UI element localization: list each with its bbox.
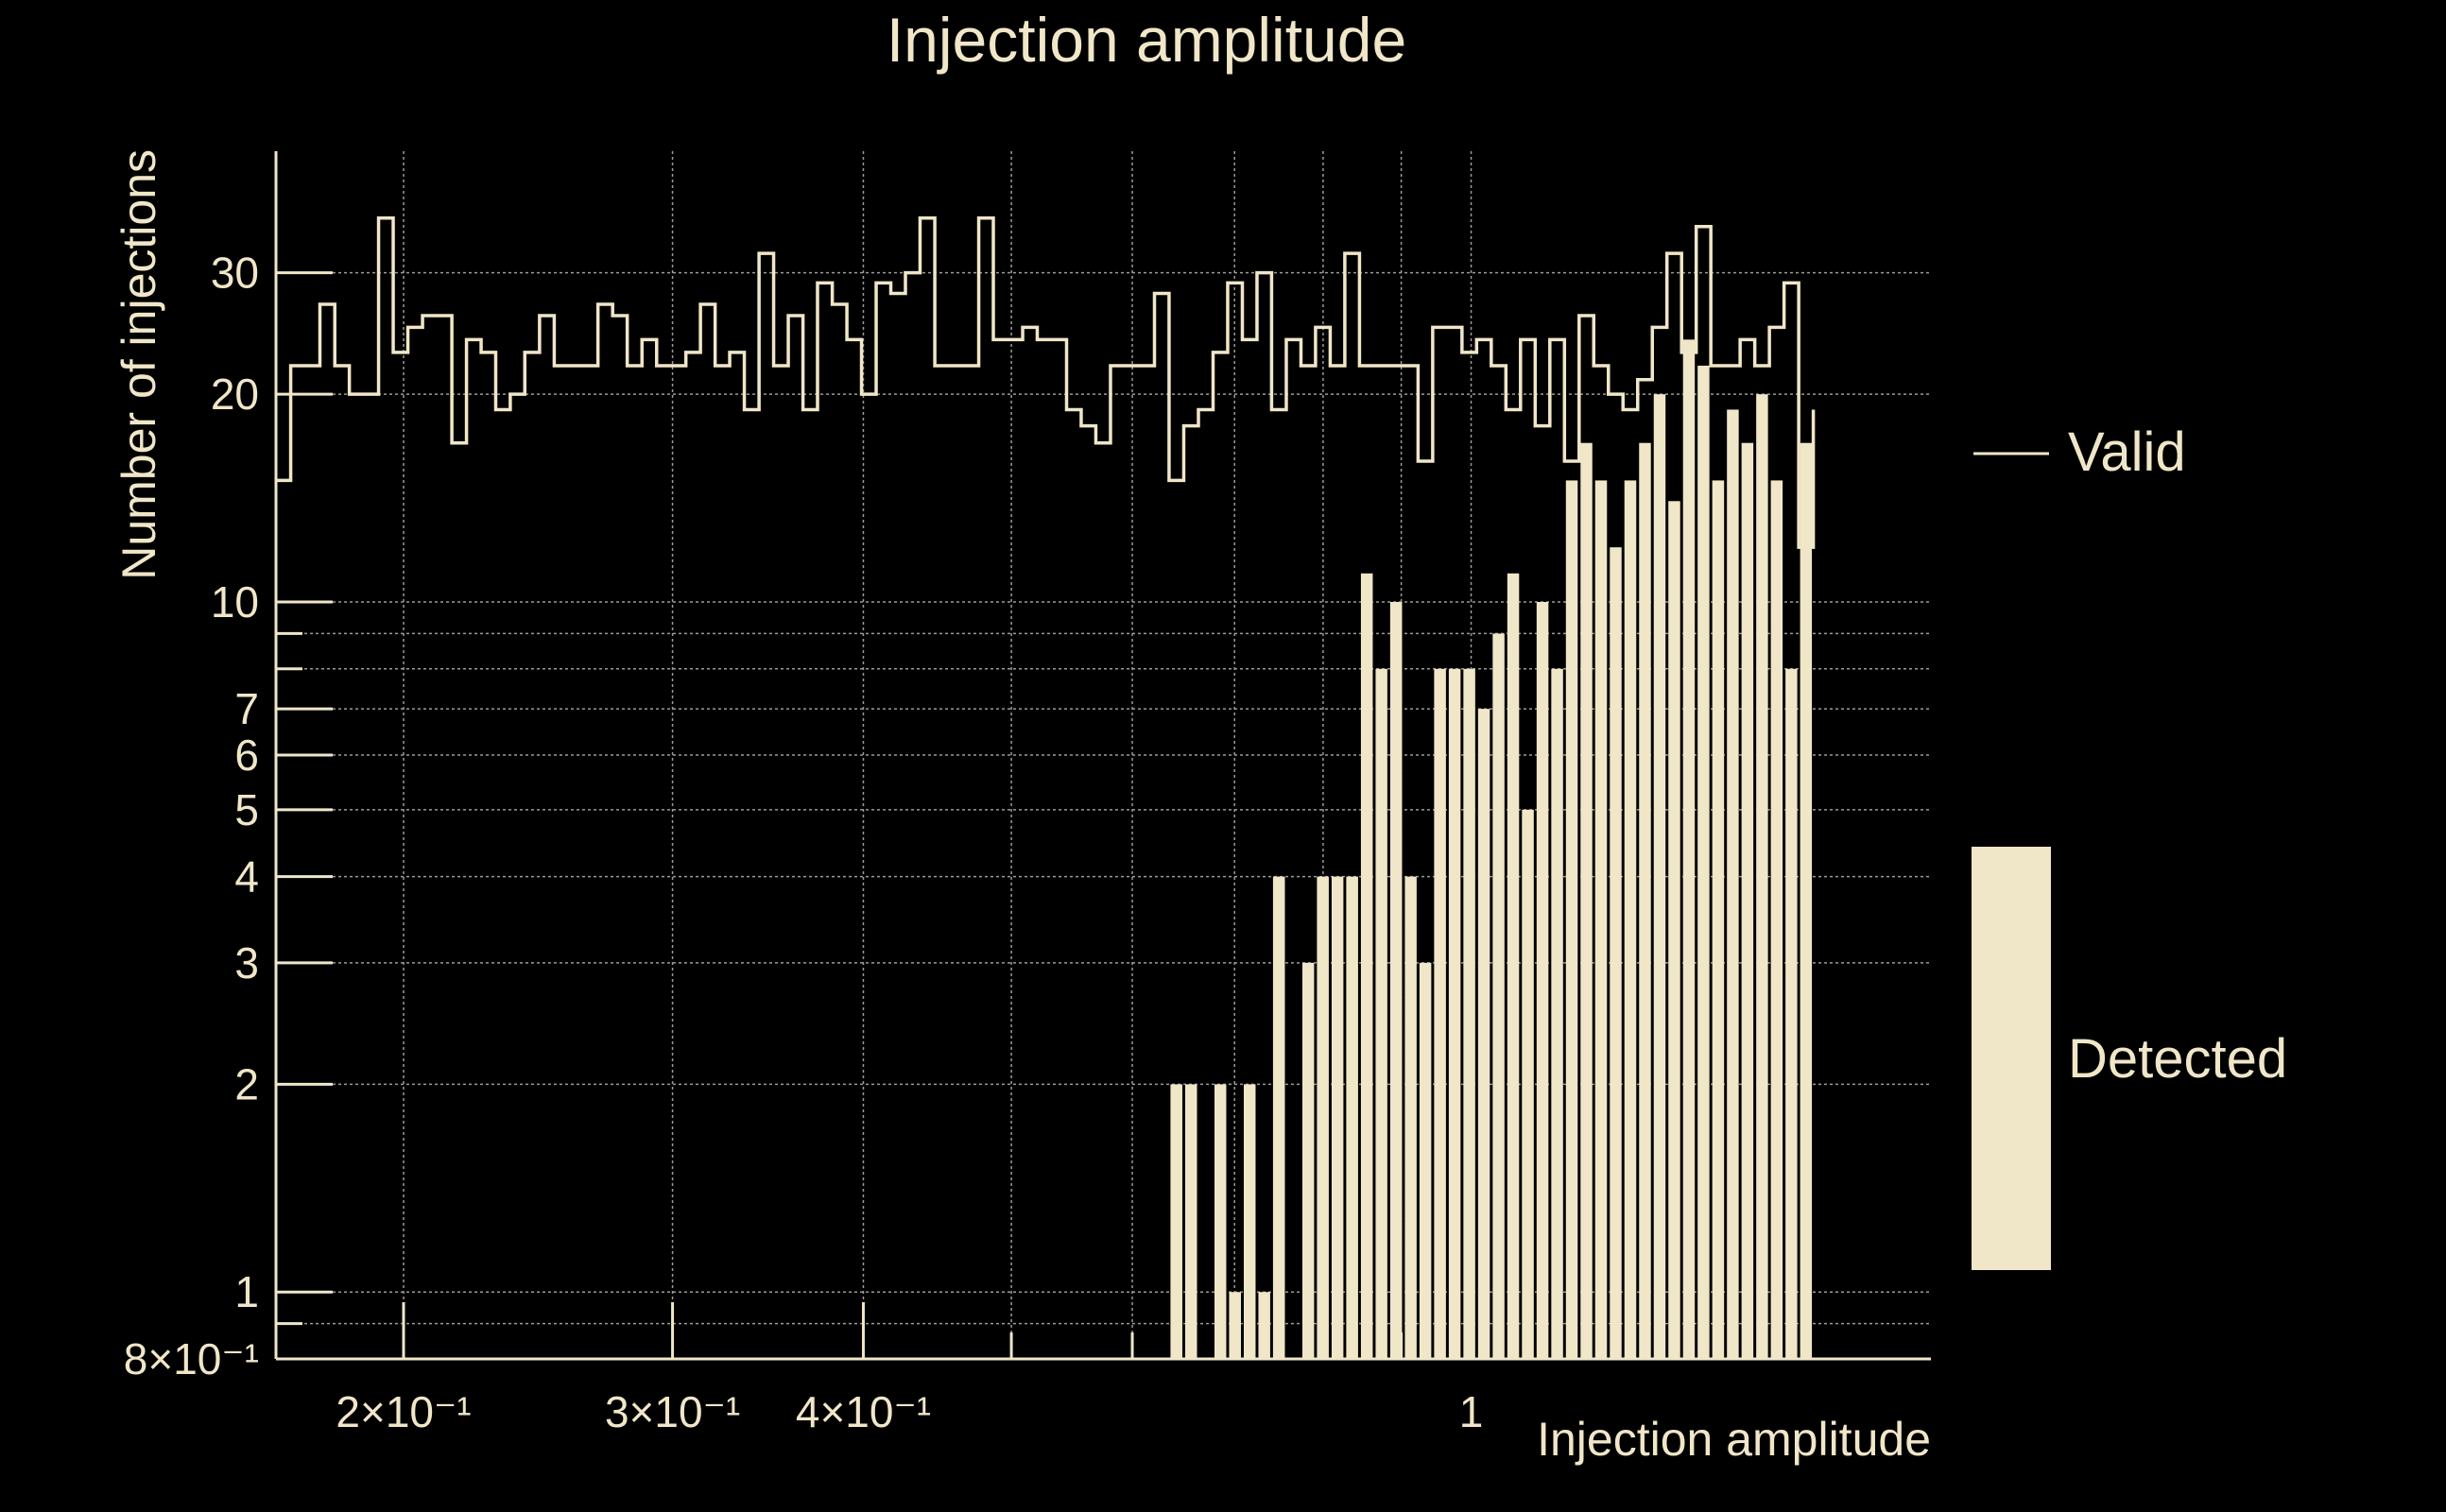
detected-bar <box>1434 668 1446 1359</box>
detected-bar <box>1653 394 1666 1359</box>
detected-bar <box>1507 573 1520 1359</box>
y-tick-label: 3 <box>234 938 259 988</box>
detected-bar <box>1448 668 1461 1359</box>
y-tick-label: 10 <box>211 577 259 627</box>
detected-bar <box>1668 501 1680 1359</box>
detected-bar <box>1770 480 1783 1360</box>
detected-bar <box>1301 962 1315 1359</box>
detected-bar <box>1697 365 1710 1360</box>
detected-bar <box>1522 809 1534 1359</box>
tick-labels: 8×10⁻¹ 1 2 3 4 5 67 10 20 30 2×10⁻¹ 3×10⁻¹ 4×10⁻¹ 1 <box>124 249 1484 1436</box>
detected-bar <box>1404 876 1417 1359</box>
detected-bar <box>1756 394 1768 1359</box>
detected-bar <box>1346 876 1358 1359</box>
legend: Valid Detected <box>1972 421 2287 1270</box>
detected-bar <box>1214 1084 1227 1359</box>
detected-bar <box>1331 876 1344 1359</box>
y-tick-label: 7 <box>234 684 259 733</box>
y-tick-label: 30 <box>211 249 259 298</box>
detected-bar <box>1375 668 1387 1359</box>
detected-bar <box>1551 668 1563 1359</box>
detected-bar <box>1580 442 1593 1360</box>
detected-bar <box>1565 480 1578 1360</box>
legend-valid-label: Valid <box>2068 421 2186 483</box>
detected-bar <box>1317 876 1329 1359</box>
detected-bar <box>1800 442 1813 1360</box>
y-tick-label: 5 <box>234 785 259 834</box>
detected-bar <box>1610 547 1622 1359</box>
x-axis-label: Injection amplitude <box>1537 1413 1931 1466</box>
detected-bar <box>1170 1084 1182 1359</box>
detected-bar <box>1419 962 1432 1359</box>
detected-bar <box>1184 1084 1197 1359</box>
legend-detected-swatch <box>1972 847 2051 1270</box>
detected-bar <box>1360 573 1373 1359</box>
detected-bar <box>1741 442 1754 1360</box>
y-tick-label: 4 <box>234 852 259 902</box>
detected-bar <box>1272 876 1285 1359</box>
valid-series <box>276 216 1816 549</box>
detected-bar <box>1229 1292 1241 1359</box>
y-tick-label: 2 <box>234 1059 259 1108</box>
detected-bar <box>1682 339 1696 1359</box>
detected-bar <box>1492 633 1505 1359</box>
detected-bar <box>1258 1292 1270 1359</box>
detected-bar <box>1389 601 1403 1359</box>
detected-bar <box>1477 709 1490 1359</box>
detected-bar <box>1243 1084 1256 1359</box>
detected-bar <box>1785 668 1798 1359</box>
x-tick-label: 3×10⁻¹ <box>605 1387 740 1436</box>
axes <box>274 151 1931 1361</box>
x-tick-label: 2×10⁻¹ <box>336 1387 471 1436</box>
x-tick-label: 4×10⁻¹ <box>796 1387 931 1436</box>
detected-bar <box>1463 668 1475 1359</box>
detected-bar <box>1712 480 1725 1360</box>
detected-bar <box>1624 480 1637 1360</box>
detected-bar <box>1639 442 1651 1360</box>
detected-bar <box>1727 409 1739 1359</box>
detected-bar <box>1594 480 1608 1360</box>
y-axis-label: Number of injections <box>112 149 165 580</box>
legend-detected-label: Detected <box>2068 1028 2287 1090</box>
chart-title: Injection amplitude <box>887 5 1406 75</box>
valid-step-line <box>276 216 1816 549</box>
detected-series <box>1170 339 1813 1360</box>
x-tick-label: 1 <box>1459 1387 1484 1436</box>
y-tick-label: 6 <box>234 730 259 780</box>
detected-bar <box>1536 601 1549 1359</box>
y-tick-label: 8×10⁻¹ <box>124 1334 259 1383</box>
y-tick-label: 1 <box>234 1267 259 1316</box>
y-tick-label: 20 <box>211 369 259 419</box>
